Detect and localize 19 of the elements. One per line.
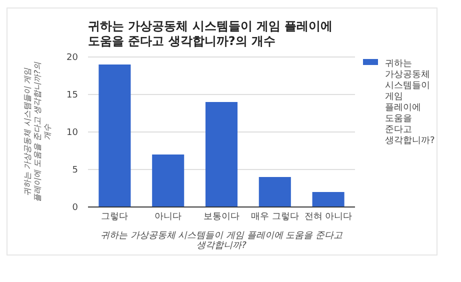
y-axis-title: 귀하는 가상공동체 시스템들이 게임 플레이에 도움을 준다고 생각합니까?의 개수	[23, 61, 52, 202]
bar	[258, 177, 291, 207]
x-tick-label: 보통이다	[204, 212, 240, 222]
y-tick-label: 10	[66, 128, 78, 138]
x-tick-label: 그렇다	[101, 212, 128, 222]
x-axis-title: 귀하는 가상공동체 시스템들이 게임 플레이에 도움을 준다고 생각합니까?	[100, 231, 344, 251]
y-tick-label: 15	[66, 90, 78, 100]
y-tick-label: 0	[72, 203, 78, 213]
bar	[98, 64, 131, 207]
y-tick-label: 20	[66, 53, 78, 63]
legend-label: 귀하는 가상공동체 시스템들이 게임 플레이에 도움을 준다고 생각합니까?	[385, 59, 435, 146]
chart-title: 귀하는 가상공동체 시스템들이 게임 플레이에 도움을 준다고 생각합니까?의 개수	[88, 19, 333, 48]
bar	[205, 102, 238, 207]
bar	[152, 154, 184, 207]
x-tick-label: 아니다	[154, 212, 182, 222]
y-tick-label: 5	[72, 166, 78, 176]
bar	[312, 192, 344, 207]
x-tick-label: 매우 그렇다	[250, 212, 299, 222]
x-tick-label: 전혀 아니다	[304, 212, 352, 222]
